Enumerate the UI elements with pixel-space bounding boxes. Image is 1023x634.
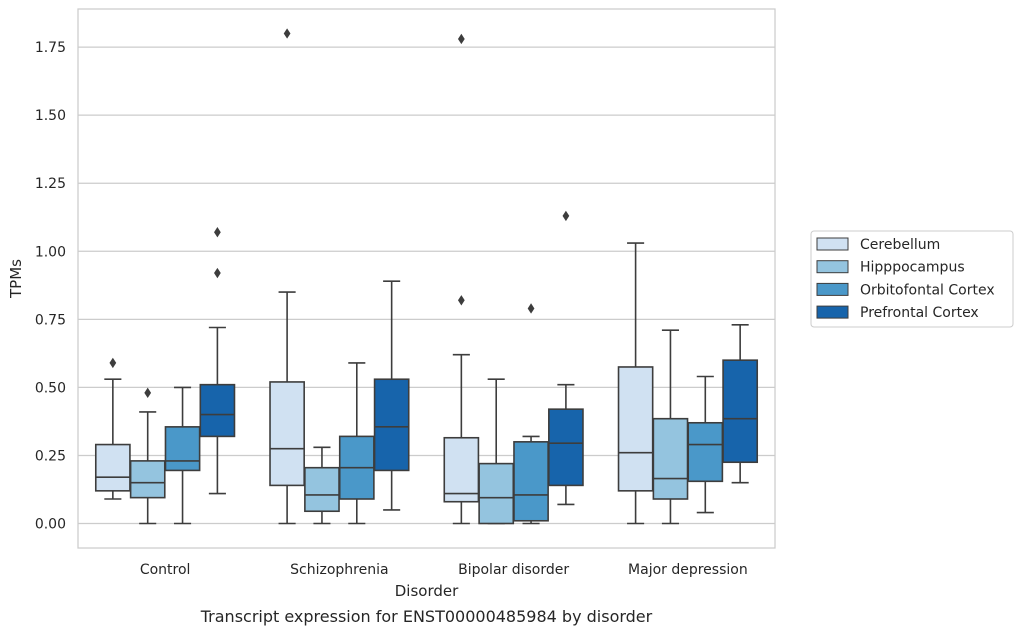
box xyxy=(338,362,375,525)
legend-swatch xyxy=(816,282,849,296)
y-tick-label: 0.25 xyxy=(35,448,66,464)
y-tick-label: 1.25 xyxy=(35,176,66,192)
outlier-point xyxy=(109,357,117,369)
legend: Cerebellum Hipppocampus Orbitofontal Corte… xyxy=(810,230,1014,328)
y-axis-ticks: 0.00 0.25 0.50 0.75 1.00 1.25 1.50 1.75 xyxy=(35,40,66,532)
box-body xyxy=(94,443,131,492)
box xyxy=(269,28,305,525)
x-tick-label: Bipolar disorder xyxy=(458,562,569,578)
outlier-point xyxy=(214,267,221,279)
legend-label: Prefrontal Cortex xyxy=(860,305,979,321)
x-tick-label: Control xyxy=(140,562,191,578)
x-axis-label: Disorder xyxy=(395,582,459,600)
box-body xyxy=(443,436,480,503)
box xyxy=(617,242,654,525)
legend-label: Orbitofontal Cortex xyxy=(860,282,995,298)
legend-swatch xyxy=(816,305,849,319)
box-body xyxy=(687,421,724,483)
outlier-point xyxy=(457,295,465,306)
box xyxy=(129,387,166,525)
y-tick-label: 0.00 xyxy=(35,517,66,533)
box-body xyxy=(199,383,236,438)
outlier-point xyxy=(457,33,465,45)
box-body xyxy=(269,381,305,487)
box-body xyxy=(478,462,515,525)
x-tick-label: Major depression xyxy=(628,562,748,578)
box-body xyxy=(373,378,410,472)
y-tick-label: 1.00 xyxy=(35,244,66,260)
box-body xyxy=(129,460,166,499)
outlier-point xyxy=(562,210,570,222)
box-series xyxy=(94,28,759,525)
x-axis-ticks: Control Schizophrenia Bipolar disorder Majo… xyxy=(140,562,748,578)
legend-swatch xyxy=(816,237,849,251)
box xyxy=(443,33,480,525)
legend-label: Cerebellum xyxy=(860,237,940,253)
box-body xyxy=(548,408,584,487)
y-tick-label: 0.50 xyxy=(35,380,66,396)
box-body xyxy=(513,441,549,522)
outlier-point xyxy=(214,227,221,238)
box xyxy=(304,446,340,525)
plot-frame xyxy=(77,8,776,549)
box xyxy=(199,227,236,495)
box-body xyxy=(304,466,340,513)
box xyxy=(164,386,201,525)
x-tick-label: Schizophrenia xyxy=(290,562,388,578)
legend-frame xyxy=(810,230,1014,328)
box xyxy=(94,357,131,500)
y-tick-label: 1.75 xyxy=(35,40,66,56)
box xyxy=(513,303,549,525)
box-body xyxy=(617,366,654,492)
box-body xyxy=(652,417,689,500)
box xyxy=(722,323,759,484)
box xyxy=(548,210,584,506)
box xyxy=(652,329,689,525)
y-axis-label: TPMs xyxy=(7,259,25,299)
outlier-point xyxy=(283,28,291,39)
box-body xyxy=(722,359,759,464)
box-body xyxy=(164,426,201,472)
box xyxy=(373,280,410,511)
legend-label: Hipppocampus xyxy=(860,260,965,276)
outlier-point xyxy=(527,303,535,314)
legend-swatch xyxy=(816,260,849,274)
y-tick-label: 1.50 xyxy=(35,108,66,124)
chart-caption: Transcript expression for ENST0000048598… xyxy=(200,607,653,626)
outlier-point xyxy=(144,387,152,399)
y-tick-label: 0.75 xyxy=(35,312,66,328)
